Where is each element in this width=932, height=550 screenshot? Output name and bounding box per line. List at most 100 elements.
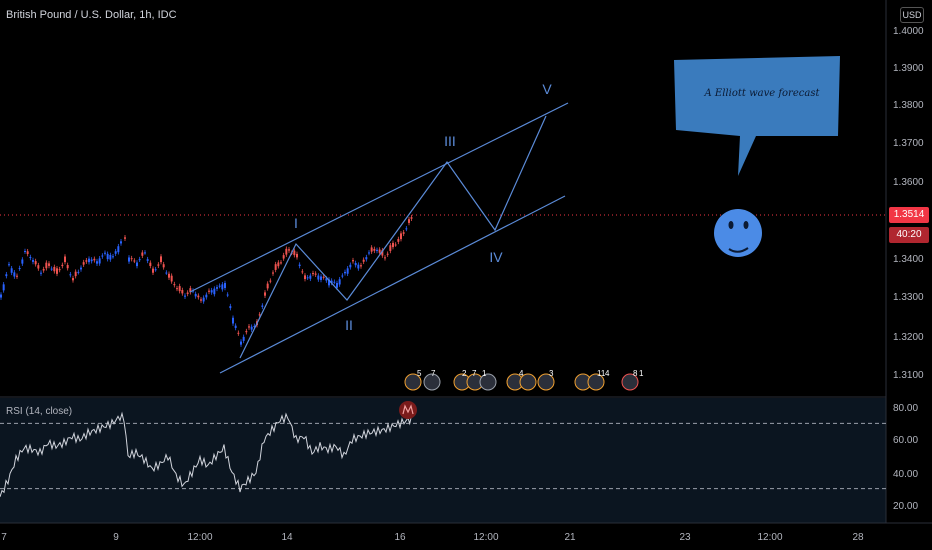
rsi-axis[interactable]: 80.00 60.00 40.00 20.00 [893, 403, 918, 512]
candle-body [354, 262, 357, 266]
candle-body [250, 326, 253, 330]
candle-body [56, 268, 58, 274]
candle-body [298, 264, 301, 267]
candle-body [248, 326, 250, 328]
time-axis[interactable]: 7 9 12:00 14 16 12:00 21 23 12:00 28 [1, 532, 864, 543]
candle-body [29, 257, 32, 259]
candle-body [168, 273, 170, 278]
price-tick: 1.3300 [893, 292, 924, 303]
event-badge[interactable] [479, 373, 497, 391]
candle-body [362, 259, 365, 262]
candle-body [5, 274, 8, 277]
candle-body [394, 244, 397, 246]
candle-body [88, 258, 90, 263]
candle-body [370, 247, 373, 252]
time-tick: 7 [1, 532, 7, 543]
rsi-line [0, 411, 412, 497]
time-tick: 9 [113, 532, 119, 543]
candle-body [264, 292, 266, 296]
candle-body [13, 272, 16, 277]
candle-body [386, 253, 389, 255]
candle-body [130, 258, 133, 260]
event-badge-count: 1 [482, 369, 487, 378]
event-badge[interactable] [519, 373, 537, 391]
symbol-title[interactable]: British Pound / U.S. Dollar, 1h, IDC [6, 9, 177, 21]
candle-body [112, 256, 114, 258]
candle-body [213, 288, 216, 295]
candle-body [357, 264, 360, 269]
wave-label-iv: IV [489, 249, 503, 265]
candle-body [216, 287, 218, 289]
channel-upper-line[interactable] [189, 102, 569, 293]
candle-body [10, 268, 13, 273]
candle-body [176, 288, 178, 290]
price-tick: 1.3800 [893, 100, 924, 111]
candle-body [109, 255, 112, 260]
candle-body [309, 275, 312, 279]
candle-body [106, 253, 109, 260]
price-tick: 1.4000 [893, 26, 924, 37]
candle-body [8, 264, 10, 266]
candle-body [170, 275, 173, 282]
candle-body [64, 256, 66, 263]
candle-body [274, 264, 277, 270]
wave-label-i: I [294, 215, 298, 231]
callout-box[interactable] [674, 56, 840, 176]
rsi-indicator-title[interactable]: RSI (14, close) [6, 406, 73, 417]
elliott-wave-path[interactable] [239, 115, 547, 359]
candle-body [178, 286, 181, 292]
candle-body [258, 314, 261, 316]
candle-body [165, 272, 168, 274]
candle-body [124, 237, 126, 239]
candle-body [352, 260, 354, 262]
wave-label-iii: III [444, 133, 456, 149]
rsi-tick: 60.00 [893, 435, 918, 446]
candle-body [162, 264, 165, 268]
candle-body [200, 299, 202, 301]
candle-body [16, 275, 18, 277]
candle-body [253, 325, 256, 327]
event-badge[interactable] [423, 373, 441, 391]
rsi-tick: 20.00 [893, 501, 918, 512]
candle-body [272, 272, 274, 274]
time-tick: 23 [679, 532, 691, 543]
event-badge[interactable] [537, 373, 555, 391]
price-axis[interactable]: 1.4000 1.3900 1.3800 1.3700 1.3600 1.340… [893, 26, 924, 381]
channel-lower-line[interactable] [219, 195, 566, 374]
candle-body [240, 341, 242, 345]
candle-body [320, 276, 322, 280]
candle-body [149, 262, 152, 266]
price-tick: 1.3100 [893, 370, 924, 381]
candle-body [330, 280, 333, 283]
smiley-icon[interactable] [714, 209, 762, 257]
price-tick: 1.3600 [893, 177, 924, 188]
candle-body [42, 269, 45, 271]
candle-body [381, 250, 384, 256]
candle-body [229, 306, 232, 309]
candle-body [133, 260, 136, 262]
event-badge[interactable] [587, 373, 605, 391]
candle-body [138, 259, 141, 261]
candle-body [245, 331, 248, 333]
event-badge-us[interactable] [404, 373, 422, 391]
candle-body [344, 271, 346, 274]
event-badge-count: 3 [549, 369, 554, 378]
candle-body [336, 283, 338, 288]
candle-body [368, 252, 370, 254]
candle-body [232, 317, 234, 324]
candle-body [226, 294, 229, 296]
event-badge-uk[interactable] [621, 373, 639, 391]
rsi-tick: 80.00 [893, 403, 918, 414]
candle-body [402, 232, 405, 234]
event-badges[interactable]: 5 7 2 7 1 4 3 11 4 8 1 [404, 369, 644, 391]
candle-body [181, 290, 184, 294]
candle-body [37, 265, 40, 269]
rsi-alert-marker[interactable] [399, 401, 417, 419]
candle-body [333, 281, 336, 283]
candle-body [50, 268, 53, 270]
candle-body [408, 219, 410, 223]
candle-body [288, 249, 290, 251]
currency-button[interactable]: USD [900, 7, 924, 23]
candle-body [21, 259, 24, 264]
